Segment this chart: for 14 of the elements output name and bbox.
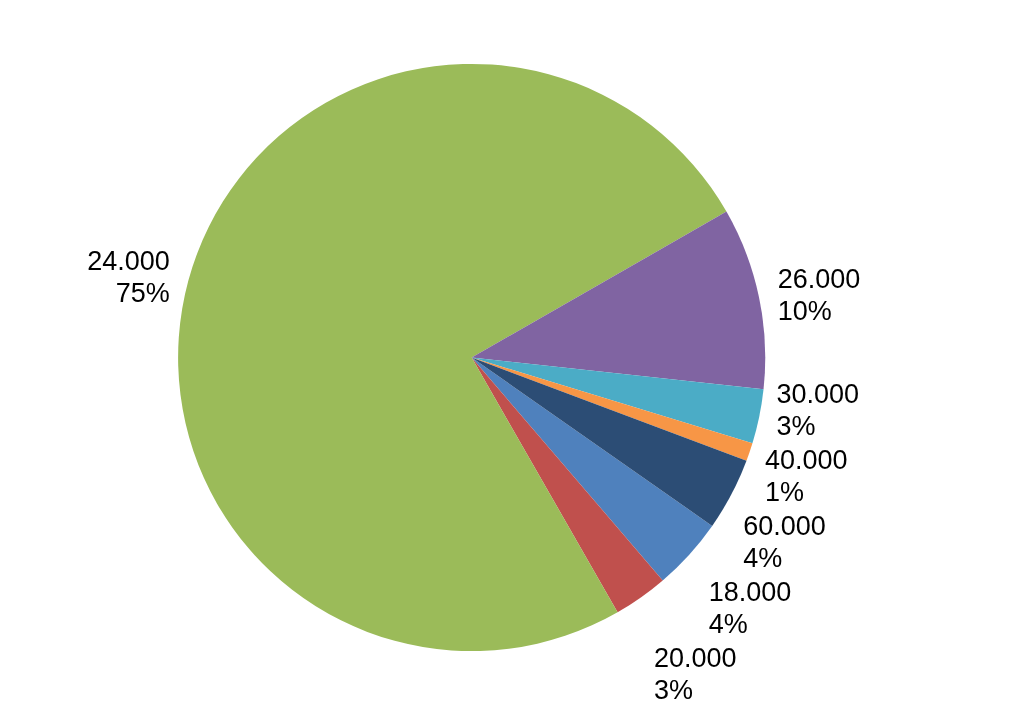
slice-label: 20.000 xyxy=(653,643,737,673)
data-label: 3% xyxy=(776,411,816,441)
slice-label: 30.000 xyxy=(776,379,860,409)
data-label: 3% xyxy=(653,675,694,705)
data-label: 75% xyxy=(115,277,170,308)
slice-label: 26.000 xyxy=(777,263,861,294)
data-label: 4% xyxy=(708,609,748,639)
slice-label: 24.000 xyxy=(87,245,170,276)
data-label: 10% xyxy=(777,295,832,326)
slice-label: 18.000 xyxy=(708,577,792,607)
data-label: 4% xyxy=(743,543,783,573)
slice-label: 40.000 xyxy=(764,445,848,475)
slice-label: 60.000 xyxy=(743,511,826,541)
data-label: 1% xyxy=(764,477,804,507)
